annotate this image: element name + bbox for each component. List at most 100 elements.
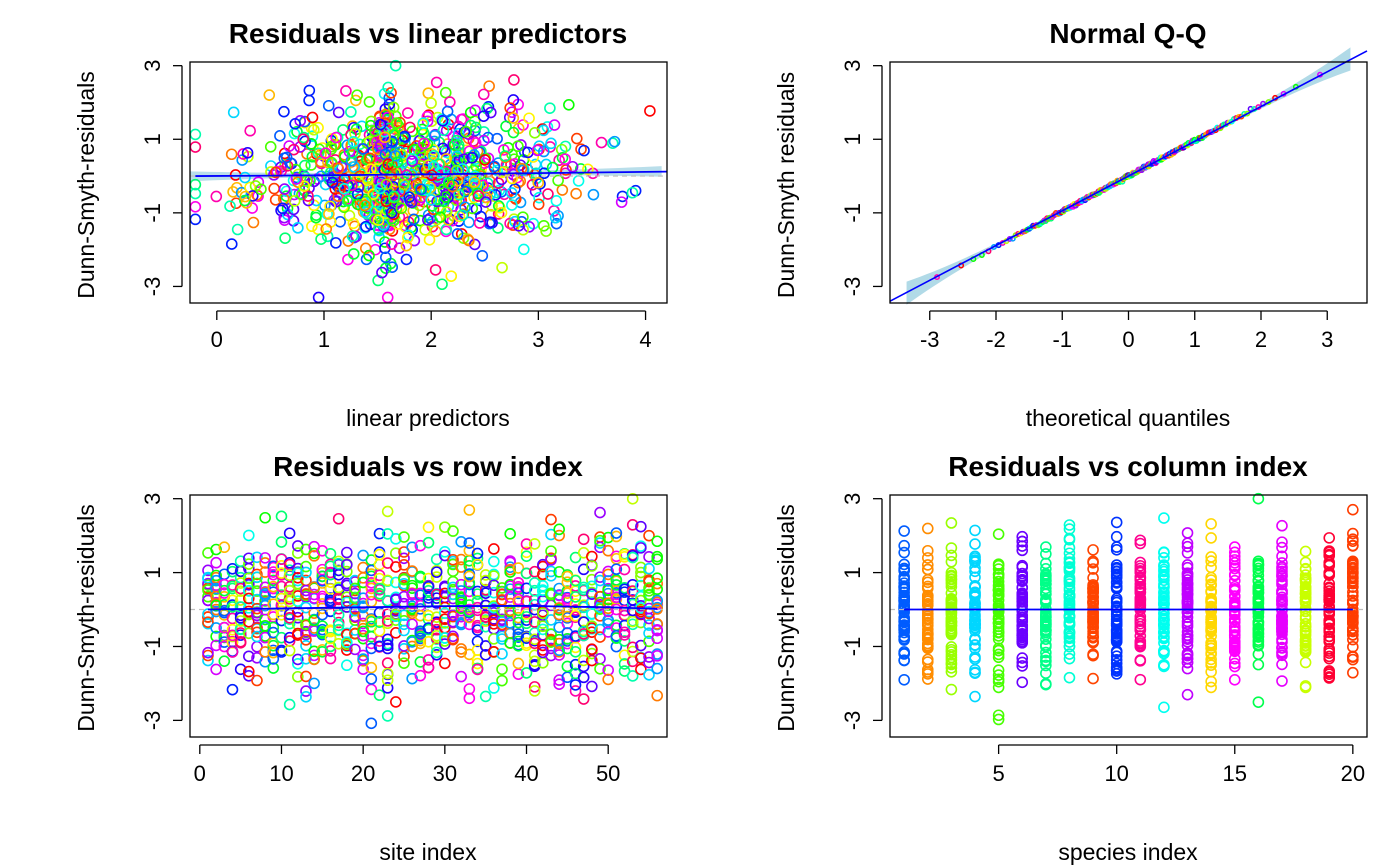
data-point	[559, 140, 572, 153]
data-point	[439, 657, 451, 670]
data-point	[308, 653, 320, 666]
data-point	[898, 654, 910, 666]
data-point	[1158, 551, 1170, 564]
data-point	[455, 670, 467, 683]
data-point	[303, 84, 316, 97]
data-point	[1347, 559, 1359, 572]
data-point	[1016, 540, 1029, 552]
data-point	[243, 529, 255, 542]
data-point	[969, 587, 981, 600]
data-point	[202, 590, 214, 603]
data-point	[251, 630, 263, 643]
data-point	[422, 654, 435, 666]
data-point	[1134, 585, 1147, 598]
data-point	[586, 643, 598, 655]
data-point	[455, 578, 467, 591]
data-point	[428, 129, 441, 142]
data-point	[459, 201, 471, 213]
data-point	[243, 578, 255, 591]
data-point	[1276, 541, 1288, 554]
data-point	[618, 665, 631, 677]
data-point	[1347, 535, 1359, 547]
data-point	[643, 589, 655, 602]
data-point	[506, 199, 518, 211]
data-point	[342, 253, 354, 266]
data-point	[500, 120, 512, 133]
data-point	[226, 629, 239, 642]
data-point	[234, 615, 247, 627]
data-point	[210, 622, 222, 634]
data-point	[528, 655, 541, 668]
plot-frame	[889, 61, 1368, 304]
data-point	[422, 609, 435, 622]
plot-frame	[189, 61, 668, 304]
data-point	[898, 648, 910, 660]
data-point	[341, 636, 353, 648]
data-point	[1181, 653, 1194, 665]
x-tick-label: 40	[514, 761, 538, 786]
data-point	[415, 183, 427, 196]
data-point	[357, 663, 369, 676]
data-point	[241, 147, 254, 159]
data-point	[471, 552, 484, 565]
data-point	[430, 623, 443, 636]
data-point	[1110, 577, 1123, 589]
data-point	[969, 632, 981, 645]
data-point	[521, 163, 534, 176]
data-point	[267, 646, 280, 659]
data-point	[1158, 619, 1170, 632]
data-point	[1063, 671, 1076, 684]
data-point	[358, 199, 371, 212]
data-point	[1040, 659, 1052, 672]
data-point	[1158, 512, 1170, 524]
data-point	[1228, 560, 1241, 572]
data-point	[267, 568, 280, 581]
data-point	[463, 151, 475, 164]
data-point	[471, 558, 484, 571]
data-point	[439, 581, 451, 594]
data-point	[1276, 649, 1288, 662]
data-point	[1347, 555, 1359, 568]
data-point	[226, 637, 239, 649]
data-point	[479, 154, 491, 166]
data-point	[413, 199, 426, 212]
data-point	[439, 546, 451, 558]
data-point	[349, 627, 361, 640]
data-point	[992, 669, 1005, 681]
data-point	[350, 94, 362, 107]
data-point	[512, 639, 525, 652]
data-point	[297, 133, 310, 146]
data-point	[263, 89, 276, 101]
data-point	[239, 190, 252, 203]
data-point	[373, 569, 386, 582]
data-point	[1063, 519, 1076, 531]
data-point	[283, 612, 296, 624]
data-point	[577, 533, 590, 546]
data-point	[1252, 619, 1265, 631]
data-point	[651, 594, 663, 607]
data-point	[1110, 665, 1123, 677]
data-point	[1110, 650, 1123, 662]
data-point	[189, 141, 202, 153]
data-point	[381, 667, 394, 680]
data-point	[595, 136, 608, 149]
data-point	[488, 646, 500, 658]
data-point	[402, 107, 414, 119]
data-point	[427, 160, 440, 173]
x-tick-label: 50	[596, 761, 620, 786]
data-point	[1347, 581, 1359, 593]
data-point	[321, 230, 334, 243]
data-point	[643, 669, 655, 681]
data-point	[380, 178, 393, 191]
data-point	[471, 547, 484, 560]
data-point	[291, 125, 303, 138]
x-tick-label: 0	[211, 327, 223, 352]
data-point	[1087, 618, 1099, 631]
data-point	[406, 582, 418, 594]
data-point	[316, 646, 329, 658]
data-point	[373, 616, 386, 628]
data-point	[1040, 618, 1052, 631]
data-point	[578, 144, 590, 157]
x-tick-label: 3	[532, 327, 544, 352]
data-point	[1323, 614, 1336, 627]
